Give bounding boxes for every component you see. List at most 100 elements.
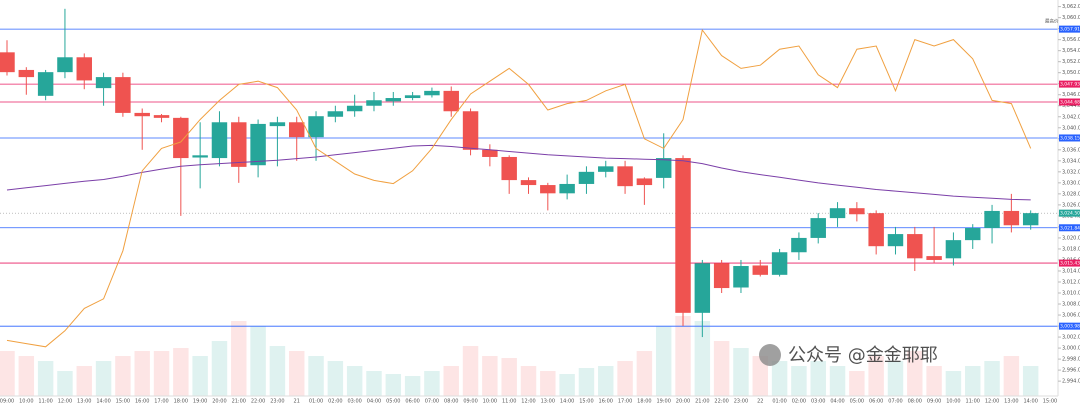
volume-bar [598,366,614,396]
x-tick-label: 04:00 [367,399,381,405]
y-tick-label: 3,060.000 [1062,15,1080,21]
candle-body [945,240,962,259]
x-tick-label: 07:00 [425,399,439,405]
volume-bar [829,366,846,396]
x-tick-label: 07:00 [888,399,902,405]
price-tag-label: 3,021.845 [1060,225,1080,231]
volume-bar [288,351,305,396]
candle-body [559,183,575,194]
volume-bar [269,346,286,396]
x-tick-label: 10:00 [483,399,497,405]
volume-bar [713,341,730,396]
candle-body [115,77,131,113]
price-tag [1059,134,1080,142]
volume-bar [1003,356,1020,396]
x-tick-label: 15:00 [579,399,593,405]
x-tick-label: 18:00 [637,399,651,405]
candle-body [57,57,73,73]
candle-body [887,234,904,247]
price-tag [1059,322,1080,330]
volume-bar [250,326,266,396]
candle-body [907,234,923,259]
y-tick-label: 3,056.000 [1062,37,1080,43]
x-tick-label: 06:00 [405,399,419,405]
candle-body [173,117,189,159]
x-tick-label: 16:00 [135,399,149,405]
watermark: 公众号 @金金耶耶 [788,345,938,366]
y-tick-label: 3,062.000 [1062,4,1080,10]
watermark-icon [759,344,781,366]
x-tick-label: 19:00 [193,399,207,405]
x-tick-label: 12:00 [521,399,535,405]
x-tick-label: 10:00 [946,399,960,405]
candle-body [250,123,266,166]
x-tick-label: 04:00 [830,399,844,405]
x-tick-label: 21:00 [232,399,246,405]
volume-bar [385,374,402,396]
x-tick-label: 09:00 [463,399,477,405]
candle-body [288,122,305,138]
candle-body [153,115,170,118]
candle-body [482,149,498,157]
x-tick-label: 19:00 [656,399,670,405]
candle-body [810,218,826,238]
x-tick-label: 10:00 [19,399,33,405]
volume-bar [211,341,228,396]
y-tick-label: 3,034.000 [1062,158,1080,164]
x-tick-label: 13:00 [77,399,91,405]
volume-bar [424,371,440,396]
volume-bar [520,366,537,396]
x-tick-label: 22 [757,399,763,405]
volume-bar [153,351,170,396]
y-tick-label: 2,996.000 [1062,368,1080,374]
volume-bar [578,368,595,396]
volume-bar [733,348,749,396]
candle-body [771,252,788,275]
volume-bar [192,356,208,396]
volume-bar [308,356,324,396]
volume-bar [810,361,826,396]
volume-bar [134,351,150,396]
candle-body [404,95,421,99]
x-tick-label: 05:00 [850,399,864,405]
volume-bar [926,366,942,396]
x-tick-label: 13:00 [1004,399,1018,405]
volume-bar [887,361,904,396]
volume-bar [636,351,653,396]
candle-body [211,122,228,159]
volume-bar [907,351,923,396]
candle-body [18,69,35,78]
y-tick-label: 3,000.000 [1062,346,1080,352]
volume-bar [443,366,459,396]
y-tick-label: 3,012.000 [1062,279,1080,285]
volume-bar [849,371,865,396]
candle-body [366,100,382,106]
candle-body [733,266,749,288]
series-line [6,28,1032,348]
volume-bar [1022,366,1039,396]
x-tick-label: 08:00 [444,399,458,405]
candle-body [636,178,653,186]
price-tag [1059,80,1080,88]
y-tick-label: 3,014.000 [1062,268,1080,274]
x-tick-label: 02:00 [792,399,806,405]
y-tick-label: 3,054.000 [1062,48,1080,54]
x-tick-label: 15:00 [1043,399,1057,405]
y-tick-label: 3,026.000 [1062,202,1080,208]
volume-bar [346,366,363,396]
x-tick-label: 03:00 [811,399,825,405]
x-tick-label: 08:00 [908,399,922,405]
x-tick-label: 02:00 [328,399,342,405]
x-tick-label: 11:00 [38,399,52,405]
annotation: 最高价 [1045,18,1059,25]
price-tag [1059,25,1080,33]
candle-body [965,228,981,241]
y-tick-label: 3,008.000 [1062,302,1080,308]
volume-bar [694,321,711,396]
candle-body [37,72,54,96]
x-tick-label: 12:00 [985,399,999,405]
price-tag-label: 3,047.930 [1060,82,1080,88]
candle-body [0,52,15,73]
volume-bar [617,361,633,396]
